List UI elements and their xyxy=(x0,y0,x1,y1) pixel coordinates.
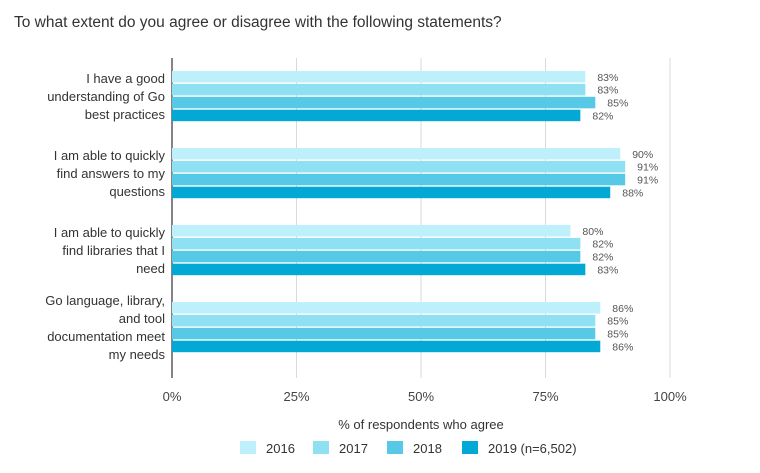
x-tick-label: 50% xyxy=(408,389,434,404)
data-label: 83% xyxy=(597,72,618,84)
data-label: 85% xyxy=(607,98,628,110)
bar xyxy=(172,71,586,83)
x-tick-label: 0% xyxy=(163,389,182,404)
bars xyxy=(172,71,626,353)
bar xyxy=(172,237,581,250)
data-label: 86% xyxy=(612,341,633,353)
legend-label: 2017 xyxy=(339,441,368,456)
bar xyxy=(172,83,586,96)
data-label: 83% xyxy=(597,264,618,276)
x-tick-label: 75% xyxy=(532,389,558,404)
chart-title: To what extent do you agree or disagree … xyxy=(14,14,502,31)
bar xyxy=(172,302,601,314)
bar xyxy=(172,225,571,237)
data-label: 83% xyxy=(597,85,618,97)
x-tick-label: 100% xyxy=(653,389,687,404)
category-label: Go language, library, and tool documentati… xyxy=(45,293,165,362)
legend-label: 2018 xyxy=(413,441,442,456)
bar xyxy=(172,263,586,276)
category-label-line: my needs xyxy=(109,347,166,362)
data-label: 91% xyxy=(637,175,658,187)
legend: 2016 2017 2018 2019 (n=6,502) xyxy=(240,441,577,456)
category-label-line: documentation meet xyxy=(47,329,165,344)
bar xyxy=(172,327,596,340)
category-label-line: and tool xyxy=(119,311,165,326)
bar xyxy=(172,186,611,199)
legend-label: 2016 xyxy=(266,441,295,456)
category-label-line: need xyxy=(136,261,165,276)
category-label-line: understanding of Go xyxy=(47,89,165,104)
data-label: 85% xyxy=(607,316,628,328)
bar xyxy=(172,148,621,160)
bar xyxy=(172,173,626,186)
data-label: 90% xyxy=(632,149,653,161)
legend-swatch xyxy=(387,441,403,454)
data-labels: 83%83%85%82%90%91%91%88%80%82%82%83%86%8… xyxy=(582,72,658,354)
legend-swatch xyxy=(313,441,329,454)
data-label: 82% xyxy=(592,252,613,264)
category-label: I have a good understanding of Go best pra… xyxy=(47,71,165,122)
data-label: 82% xyxy=(592,239,613,251)
data-label: 80% xyxy=(582,226,603,238)
legend-swatch xyxy=(462,441,478,454)
category-label-line: I am able to quickly xyxy=(54,225,166,240)
data-label: 86% xyxy=(612,303,633,315)
legend-swatch xyxy=(240,441,256,454)
data-label: 91% xyxy=(637,162,658,174)
category-label: I am able to quickly find answers to my qu… xyxy=(54,148,166,199)
data-label: 88% xyxy=(622,187,643,199)
x-axis-ticks: 0% 25% 50% 75% 100% xyxy=(163,389,687,404)
category-label-line: find libraries that I xyxy=(62,243,165,258)
bar xyxy=(172,340,601,353)
data-label: 82% xyxy=(592,110,613,122)
category-label-line: questions xyxy=(109,184,165,199)
category-label-line: find answers to my xyxy=(57,166,166,181)
data-label: 85% xyxy=(607,329,628,341)
bar xyxy=(172,96,596,109)
category-labels: I have a good understanding of Go best pra… xyxy=(45,71,165,362)
x-tick-label: 25% xyxy=(283,389,309,404)
category-label: I am able to quickly find libraries that … xyxy=(54,225,166,276)
category-label-line: best practices xyxy=(85,107,166,122)
legend-label: 2019 (n=6,502) xyxy=(488,441,577,456)
bar xyxy=(172,314,596,327)
category-label-line: I am able to quickly xyxy=(54,148,166,163)
bar xyxy=(172,160,626,173)
bar xyxy=(172,250,581,263)
category-label-line: I have a good xyxy=(86,71,165,86)
x-axis-title: % of respondents who agree xyxy=(338,417,504,432)
category-label-line: Go language, library, xyxy=(45,293,165,308)
bar xyxy=(172,109,581,122)
